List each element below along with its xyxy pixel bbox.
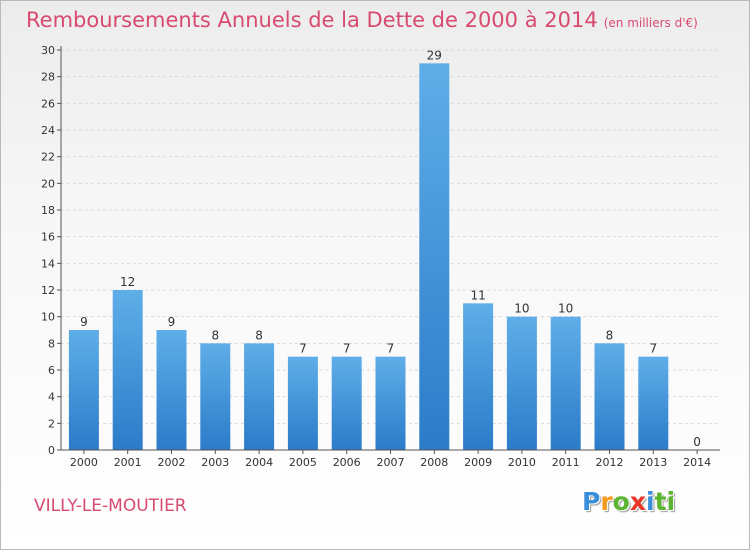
bar-value-label: 29 (427, 48, 442, 62)
chart-unit-note: (en milliers d'€) (603, 16, 698, 30)
bar-value-label: 7 (649, 342, 657, 356)
bar-value-label: 0 (693, 435, 701, 449)
bar-value-label: 8 (606, 328, 614, 342)
bar (463, 303, 494, 450)
bars: 9 12 9 8 8 7 7 7 29 11 10 10 8 7 0 (68, 48, 701, 450)
y-tick-label: 4 (48, 391, 55, 404)
x-tick-label: 2011 (552, 456, 580, 469)
x-tick-label: 2004 (245, 456, 273, 469)
chart-title: Remboursements Annuels de la Dette de 20… (26, 8, 698, 32)
y-tick-label: 0 (48, 444, 55, 457)
y-tick-label: 10 (41, 311, 55, 324)
y-tick-label: 16 (41, 231, 55, 244)
y-tick-label: 30 (41, 44, 55, 57)
y-tick-label: 20 (41, 177, 55, 190)
logo-letter: x (629, 487, 646, 516)
bar-value-label: 8 (255, 328, 263, 342)
y-tick-label: 14 (41, 257, 55, 270)
bar-value-label: 9 (80, 315, 88, 329)
x-tick-label: 2002 (158, 456, 186, 469)
bar (112, 290, 143, 450)
y-tick-label: 24 (41, 124, 55, 137)
bar (638, 356, 669, 450)
bar-value-label: 8 (211, 328, 219, 342)
x-tick-label: 2000 (70, 456, 98, 469)
y-tick-label: 2 (48, 417, 55, 430)
bar-value-label: 9 (168, 315, 176, 329)
x-tick-label: 2005 (289, 456, 317, 469)
x-tick-label: 2003 (201, 456, 229, 469)
logo-letter: ti (654, 487, 676, 516)
bar (68, 330, 99, 450)
bar (156, 330, 187, 450)
y-tick-label: 6 (48, 364, 55, 377)
x-tick-label: 2014 (683, 456, 711, 469)
y-tick-label: 28 (41, 71, 55, 84)
x-tick-label: 2001 (114, 456, 142, 469)
x-tick-label: 2007 (377, 456, 405, 469)
y-tick-label: 26 (41, 97, 55, 110)
logo-letter: r (600, 487, 613, 516)
bar-value-label: 11 (470, 288, 485, 302)
y-tick-label: 18 (41, 204, 55, 217)
town-name: VILLY-LE-MOUTIER (34, 496, 187, 516)
bar (594, 343, 625, 450)
bar (244, 343, 275, 450)
x-tick-label: 2009 (464, 456, 492, 469)
bar (331, 356, 362, 450)
proxiti-logo: Proxiti (582, 487, 675, 516)
logo-letter: i (646, 487, 655, 516)
bar (419, 63, 450, 450)
bar-value-label: 7 (299, 342, 307, 356)
bar (506, 316, 537, 450)
y-tick-label: 8 (48, 337, 55, 350)
bar-value-label: 10 (514, 302, 529, 316)
y-tick-label: 22 (41, 151, 55, 164)
logo-letter: P (582, 487, 601, 516)
bar-value-label: 7 (387, 342, 395, 356)
bar-value-label: 10 (558, 302, 573, 316)
bar (287, 356, 318, 450)
x-tick-label: 2006 (333, 456, 361, 469)
bar-value-label: 12 (120, 275, 135, 289)
bar (375, 356, 406, 450)
chart-title-text: Remboursements Annuels de la Dette de 20… (26, 8, 598, 32)
x-tick-label: 2013 (639, 456, 667, 469)
x-tick-label: 2008 (420, 456, 448, 469)
bar (550, 316, 581, 450)
bar (200, 343, 231, 450)
logo-letter: o (612, 487, 630, 516)
x-tick-label: 2012 (596, 456, 624, 469)
x-tick-label: 2010 (508, 456, 536, 469)
y-tick-label: 12 (41, 284, 55, 297)
bar-value-label: 7 (343, 342, 351, 356)
